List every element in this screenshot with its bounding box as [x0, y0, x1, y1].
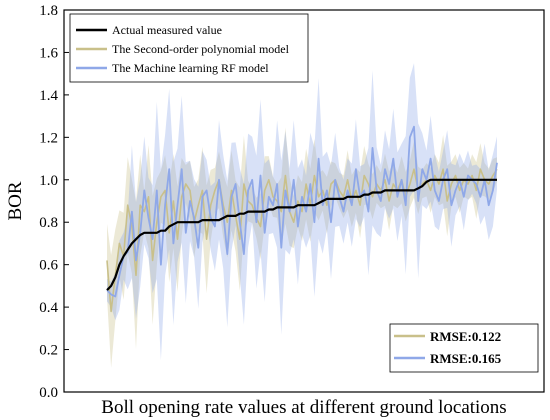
y-tick-label: 0.2 [39, 343, 58, 359]
y-axis-ticks: 0.0 0.2 0.4 0.6 0.8 1.0 1.2 1.4 1.6 1.8 [39, 3, 69, 401]
legend: Actual measured value The Second-order p… [69, 13, 309, 83]
legend-label-poly: The Second-order polynomial model [112, 42, 290, 56]
y-tick-label: 1.0 [39, 173, 58, 189]
bands-layer [107, 63, 497, 368]
plot-frame [63, 9, 545, 393]
legend-label-actual: Actual measured value [112, 23, 222, 37]
y-tick-label: 1.6 [39, 45, 58, 61]
y-tick-label: 1.4 [39, 88, 58, 104]
y-tick-label: 0.0 [39, 385, 58, 401]
rmse-poly-label: RMSE:0.122 [430, 329, 501, 344]
rmse-rf-label: RMSE:0.165 [430, 351, 502, 366]
legend-label-rf: The Machine learning RF model [112, 61, 269, 75]
x-axis-title: Boll opening rate values at different gr… [101, 397, 506, 418]
y-tick-label: 0.8 [39, 215, 58, 231]
series-line-0 [106, 178, 497, 291]
y-tick-label: 0.4 [39, 300, 58, 316]
y-tick-label: 0.6 [39, 258, 58, 274]
rmse-box: RMSE:0.122 RMSE:0.165 [389, 323, 539, 373]
y-axis-title: BOR [5, 181, 26, 220]
legend-box [69, 13, 309, 83]
y-tick-label: 1.8 [39, 3, 58, 19]
lines-layer [106, 125, 498, 313]
rmse-frame [389, 323, 539, 373]
series-line-2 [106, 125, 498, 298]
y-tick-label: 1.2 [39, 130, 58, 146]
